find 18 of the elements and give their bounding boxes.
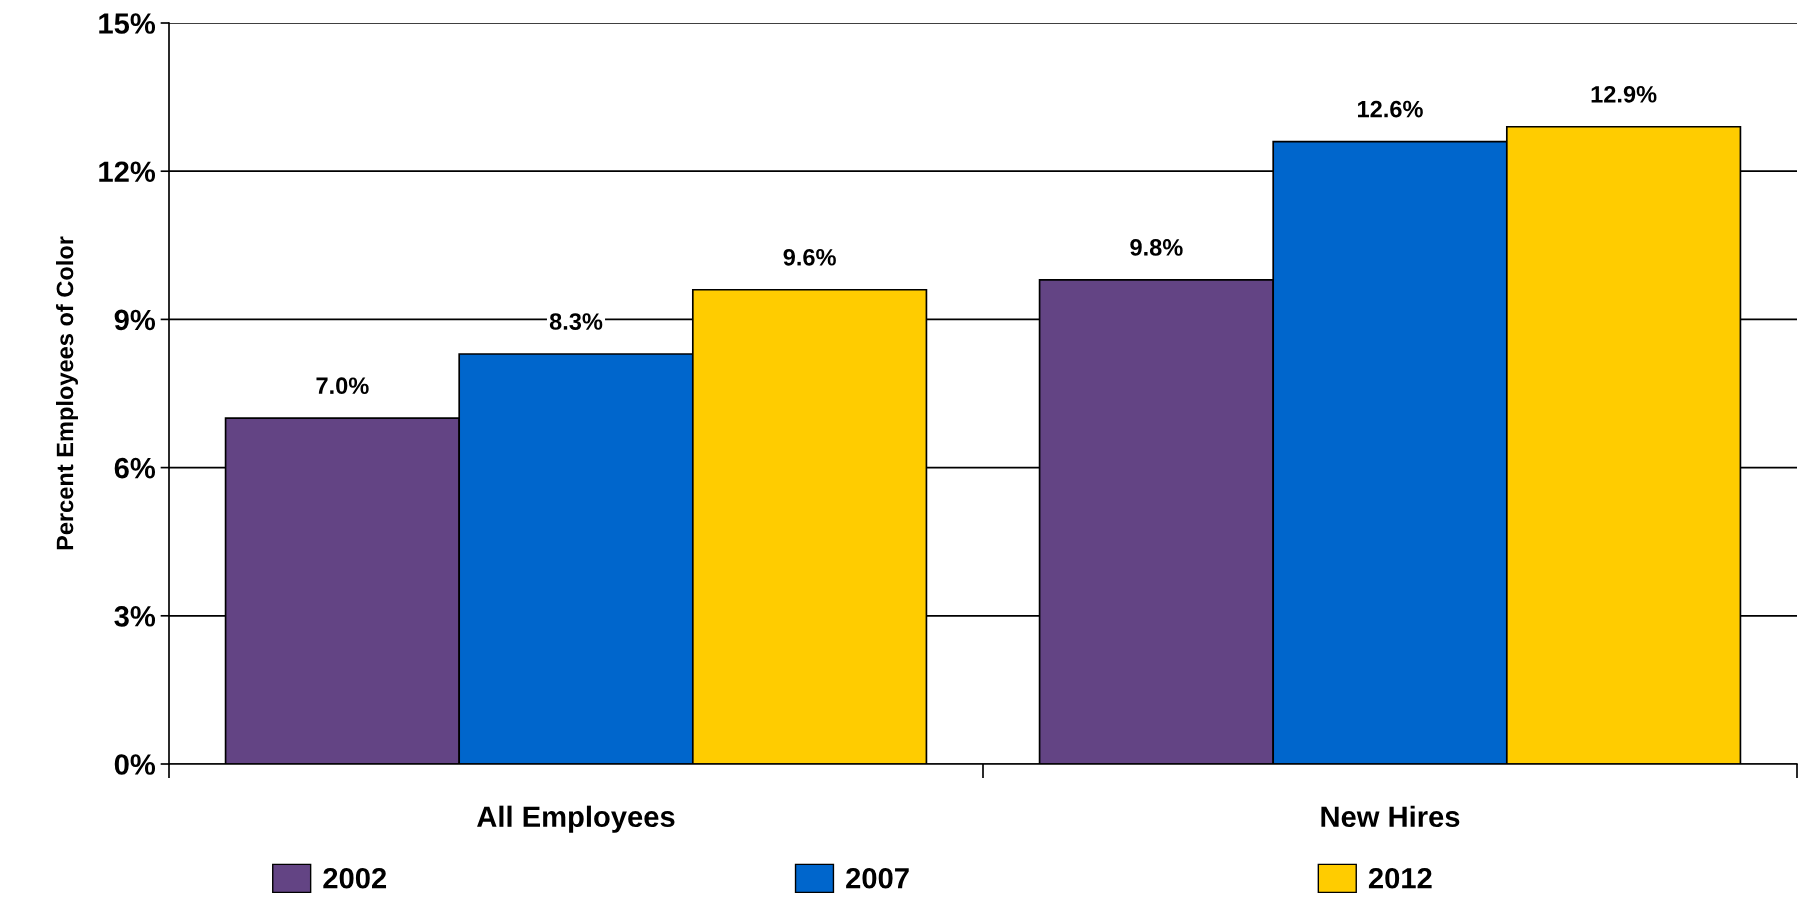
data-label: 12.9% [1591,85,1657,103]
legend-label: 2007 [846,867,909,889]
data-label: 12.6% [1358,100,1423,118]
legend-label: 2012 [1368,867,1432,889]
legend-label: 2002 [323,867,387,889]
y-tick-label: 0% [114,754,156,775]
data-label: 9.6% [783,248,836,266]
y-axis-title: Percent Employees of Color [55,236,78,550]
y-tick-label: 6% [114,457,156,479]
x-tick-label: All Employees [477,805,675,833]
data-label: 8.3% [549,313,603,330]
y-tick-label: 3% [114,606,156,627]
x-tick-label: New Hires [1321,805,1460,828]
y-tick-label: 12% [99,161,156,182]
data-label: 9.8% [1130,239,1183,256]
y-tick-label: 15% [99,13,156,34]
data-label: 7.0% [316,377,369,395]
y-tick-label: 9% [114,309,156,331]
